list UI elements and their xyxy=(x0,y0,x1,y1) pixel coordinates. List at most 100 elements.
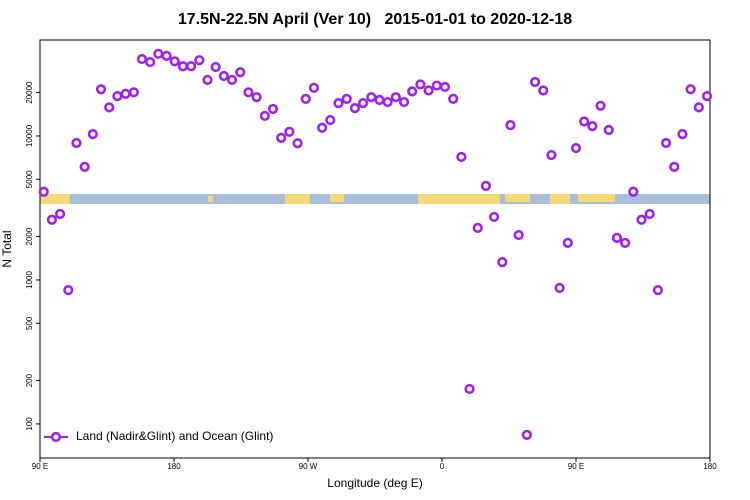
point xyxy=(521,429,532,440)
x-tick-label: 90 W xyxy=(299,462,318,471)
y-tick-label: 20000 xyxy=(25,81,34,104)
point xyxy=(431,80,442,91)
point xyxy=(136,53,148,65)
point xyxy=(71,137,82,149)
point xyxy=(308,82,320,93)
point xyxy=(398,96,410,108)
y-tick-label: 500 xyxy=(25,316,34,330)
point xyxy=(349,103,361,114)
point xyxy=(439,81,451,93)
point xyxy=(251,92,262,103)
point xyxy=(595,100,606,111)
point xyxy=(202,74,213,86)
y-tick-label: 200 xyxy=(25,373,34,387)
point xyxy=(87,129,98,140)
point xyxy=(153,48,164,59)
point xyxy=(63,285,74,296)
point xyxy=(357,98,369,109)
point xyxy=(611,232,623,243)
point xyxy=(390,92,401,103)
point xyxy=(423,85,434,96)
point xyxy=(660,137,672,149)
point xyxy=(669,161,680,172)
point xyxy=(128,87,139,98)
x-axis-label: Longitude (deg E) xyxy=(327,476,422,490)
legend-label: Land (Nadir&Glint) and Ocean (Glint) xyxy=(76,429,273,443)
point xyxy=(374,94,385,106)
point xyxy=(284,126,295,137)
x-tick-label: 180 xyxy=(703,462,717,471)
point xyxy=(644,208,655,220)
legend-marker xyxy=(50,431,62,443)
point xyxy=(276,132,287,143)
point xyxy=(497,257,508,268)
point xyxy=(259,110,270,121)
point xyxy=(628,186,639,197)
point xyxy=(693,102,704,113)
point xyxy=(538,85,549,96)
land-ocean-strip xyxy=(40,194,710,204)
point xyxy=(210,61,221,73)
point xyxy=(464,383,475,395)
point xyxy=(300,93,311,104)
point xyxy=(415,79,426,90)
point xyxy=(701,91,713,102)
x-tick-label: 0 xyxy=(440,462,445,471)
y-tick-label: 1000 xyxy=(25,271,34,289)
point xyxy=(177,61,189,72)
point xyxy=(325,114,336,126)
point xyxy=(243,87,254,98)
y-tick-label: 100 xyxy=(25,417,34,431)
point xyxy=(194,55,205,66)
point xyxy=(79,161,90,172)
point xyxy=(579,116,590,127)
point xyxy=(407,86,418,97)
point xyxy=(677,129,688,140)
point xyxy=(489,211,500,223)
point xyxy=(480,180,492,192)
point xyxy=(186,61,197,72)
point xyxy=(529,76,541,88)
point xyxy=(505,119,516,131)
point xyxy=(562,237,573,248)
x-tick-label: 180 xyxy=(167,462,181,471)
point xyxy=(570,142,582,154)
point xyxy=(652,285,663,296)
point xyxy=(120,88,131,99)
y-tick-label: 10000 xyxy=(25,124,34,147)
y-tick-label: 2000 xyxy=(25,227,34,245)
point xyxy=(226,74,238,86)
point xyxy=(292,138,303,149)
chart-title: 17.5N-22.5N April (Ver 10) 2015-01-01 to… xyxy=(178,11,572,28)
point xyxy=(382,96,393,108)
point xyxy=(95,84,107,95)
point xyxy=(636,214,647,225)
point xyxy=(161,50,172,61)
plot-frame xyxy=(39,39,711,459)
point xyxy=(603,124,614,136)
point xyxy=(112,91,123,102)
y-axis-label: N Total xyxy=(0,230,14,267)
point xyxy=(456,151,467,163)
point xyxy=(333,98,344,109)
point xyxy=(54,208,66,220)
point xyxy=(448,93,459,104)
x-tick-label: 90 E xyxy=(568,462,584,471)
point xyxy=(267,103,279,115)
y-tick-label: 5000 xyxy=(25,170,34,188)
point xyxy=(104,102,115,113)
point xyxy=(685,84,696,95)
point xyxy=(38,186,49,197)
point xyxy=(587,121,598,132)
point xyxy=(546,149,557,161)
point xyxy=(341,93,352,104)
point xyxy=(46,214,58,225)
point xyxy=(620,237,631,248)
point xyxy=(513,229,524,241)
point xyxy=(218,70,229,82)
point xyxy=(145,56,156,68)
point xyxy=(317,122,328,133)
point xyxy=(472,222,483,233)
x-tick-label: 90 E xyxy=(32,462,48,471)
